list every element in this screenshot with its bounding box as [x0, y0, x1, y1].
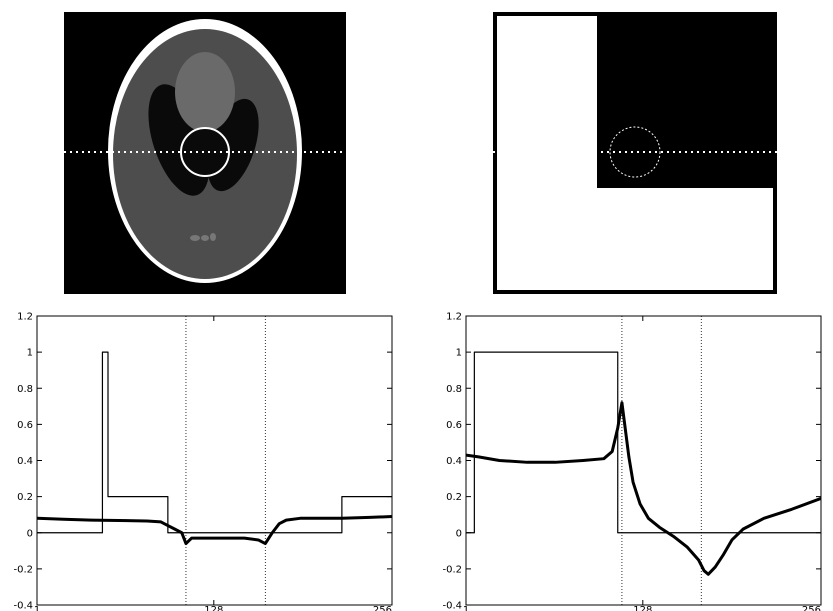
y-tick-label: 1.2 [446, 312, 462, 323]
y-tick-label: -0.2 [13, 564, 33, 575]
y-tick-label: 0 [27, 528, 33, 539]
plot-frame [36, 315, 393, 606]
y-tick-label: 0.4 [17, 456, 33, 467]
profile-chart-left: -0.4 -0.2 0 0.2 0.4 0.6 0.8 1 1.2 1 128 256 [13, 312, 393, 611]
y-tick-label: 1 [456, 348, 462, 359]
x-tick-label: 1 [34, 605, 40, 611]
y-tick-label: 0.2 [446, 492, 462, 503]
ground-truth-line [466, 351, 821, 534]
y-tick-label: 1 [27, 348, 33, 359]
reconstruction-line [466, 401, 821, 576]
y-tick-label: 1.2 [17, 312, 33, 323]
profile-chart-right: -0.4 -0.2 0 0.2 0.4 0.6 0.8 1 1.2 1 128 256 [442, 312, 822, 611]
y-tick-label: 0 [456, 528, 462, 539]
y-tick-label: -0.4 [442, 601, 462, 611]
reconstruction-line [37, 514, 392, 546]
y-tick-label: -0.4 [13, 601, 33, 611]
y-tick-label: 0.6 [17, 420, 33, 431]
x-tick-label: 128 [204, 605, 223, 611]
x-tick-label: 256 [802, 605, 821, 611]
y-tick-label: 0.4 [446, 456, 462, 467]
y-tick-label: 0.6 [446, 420, 462, 431]
x-tick-label: 1 [463, 605, 469, 611]
y-tick-label: -0.2 [442, 564, 462, 575]
y-tick-label: 0.8 [17, 384, 33, 395]
y-tick-label: 0.2 [17, 492, 33, 503]
x-tick-label: 256 [373, 605, 392, 611]
shepp-logan-phantom-image [64, 12, 346, 294]
l-shape-image [493, 12, 777, 294]
ground-truth-line [37, 351, 392, 534]
x-tick-label: 128 [633, 605, 652, 611]
y-tick-label: 0.8 [446, 384, 462, 395]
